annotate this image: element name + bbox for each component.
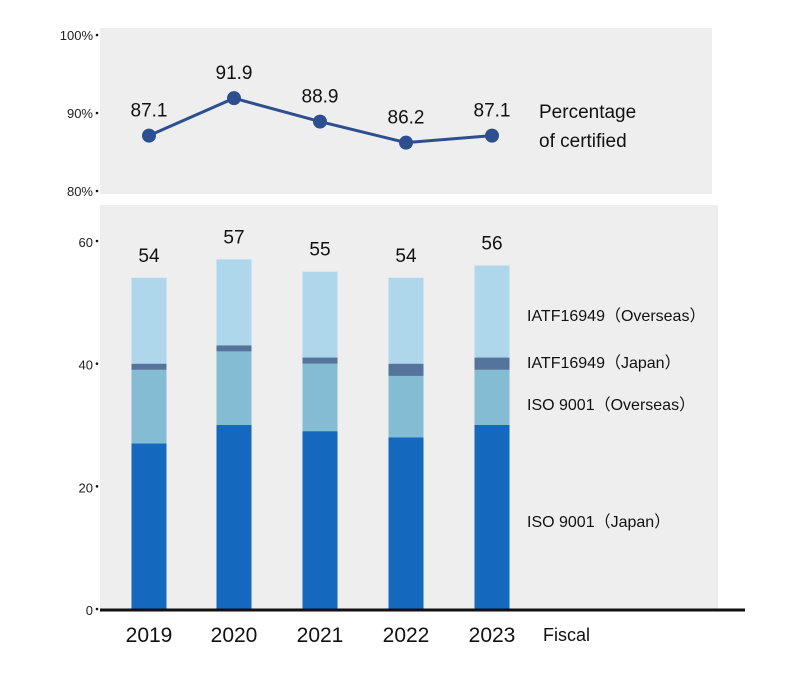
bar-segment <box>131 277 167 364</box>
bar-segment <box>216 345 252 352</box>
bar-segment <box>302 271 338 358</box>
bar-segment <box>302 357 338 364</box>
bar-series-label: IATF16949（Overseas） <box>527 307 705 325</box>
bar-segment <box>388 437 424 609</box>
bar-segment <box>131 363 167 370</box>
line-y-tick-label: 80% <box>67 184 93 199</box>
bar-series-label: ISO 9001（Overseas） <box>527 396 695 414</box>
bar-y-tick-label: 60 <box>79 235 93 250</box>
line-legend-label: Percentage <box>539 102 636 123</box>
bar-total-label: 57 <box>223 227 244 248</box>
line-y-tick-mark <box>95 33 99 37</box>
line-y-tick-label: 90% <box>67 106 93 121</box>
bar-total-label: 55 <box>309 240 330 261</box>
line-point <box>485 128 499 143</box>
x-category-label: 2019 <box>126 624 173 647</box>
bar-segment <box>131 369 167 444</box>
bar-y-tick-mark <box>95 239 99 243</box>
bar-segment <box>216 425 252 609</box>
x-category-label: 2023 <box>469 624 516 647</box>
line-y-tick-mark <box>95 111 99 115</box>
bar-y-tick-mark <box>95 362 99 365</box>
x-category-label: 2021 <box>297 624 344 647</box>
line-data-label: 87.1 <box>474 101 511 122</box>
line-point <box>227 91 241 106</box>
bar-total-label: 54 <box>138 246 160 267</box>
bar-y-tick-label: 20 <box>79 480 93 495</box>
bar-series-label: IATF16949（Japan） <box>527 354 681 372</box>
line-point <box>399 135 413 150</box>
line-legend-label: of certified <box>539 131 627 152</box>
bar-segment <box>302 363 338 432</box>
bar-segment <box>474 357 510 370</box>
bar-total-label: 54 <box>395 246 417 267</box>
x-category-label: 2020 <box>211 624 258 647</box>
line-point <box>313 114 327 129</box>
bar-segment <box>474 369 510 425</box>
line-data-label: 88.9 <box>302 87 339 108</box>
line-point <box>142 128 156 143</box>
bar-segment <box>302 431 338 609</box>
bar-segment <box>216 259 252 346</box>
x-axis-title: Fiscal <box>543 625 590 645</box>
line-data-label: 86.2 <box>388 108 425 129</box>
line-data-label: 91.9 <box>216 63 253 84</box>
bar-segment <box>474 425 510 609</box>
line-chart: 80% 90% 100% 87.1 91.9 88.9 86.2 87.1 Percentage… <box>60 28 636 199</box>
bar-y-tick-mark <box>95 485 99 488</box>
bar-total-label: 56 <box>481 234 502 255</box>
bar-y-tick-label: 0 <box>86 603 93 618</box>
line-y-tick-label: 100% <box>60 28 94 43</box>
line-y-tick-mark <box>95 189 99 193</box>
bar-segment <box>474 265 510 358</box>
bar-segment <box>388 375 424 438</box>
x-category-label: 2022 <box>383 624 430 647</box>
line-data-label: 87.1 <box>131 101 168 122</box>
bar-segment <box>388 363 424 376</box>
bar-segment <box>216 351 252 425</box>
bar-chart: 0 20 40 60 54 57 55 54 56 2019 2020 2021 2022 2023 ISO… <box>79 227 706 647</box>
bar-y-tick-label: 40 <box>79 358 93 373</box>
bar-segment <box>388 277 424 364</box>
bar-y-tick-mark <box>95 607 99 611</box>
bar-segment <box>131 443 167 609</box>
bar-series-label: ISO 9001（Japan） <box>527 513 670 531</box>
